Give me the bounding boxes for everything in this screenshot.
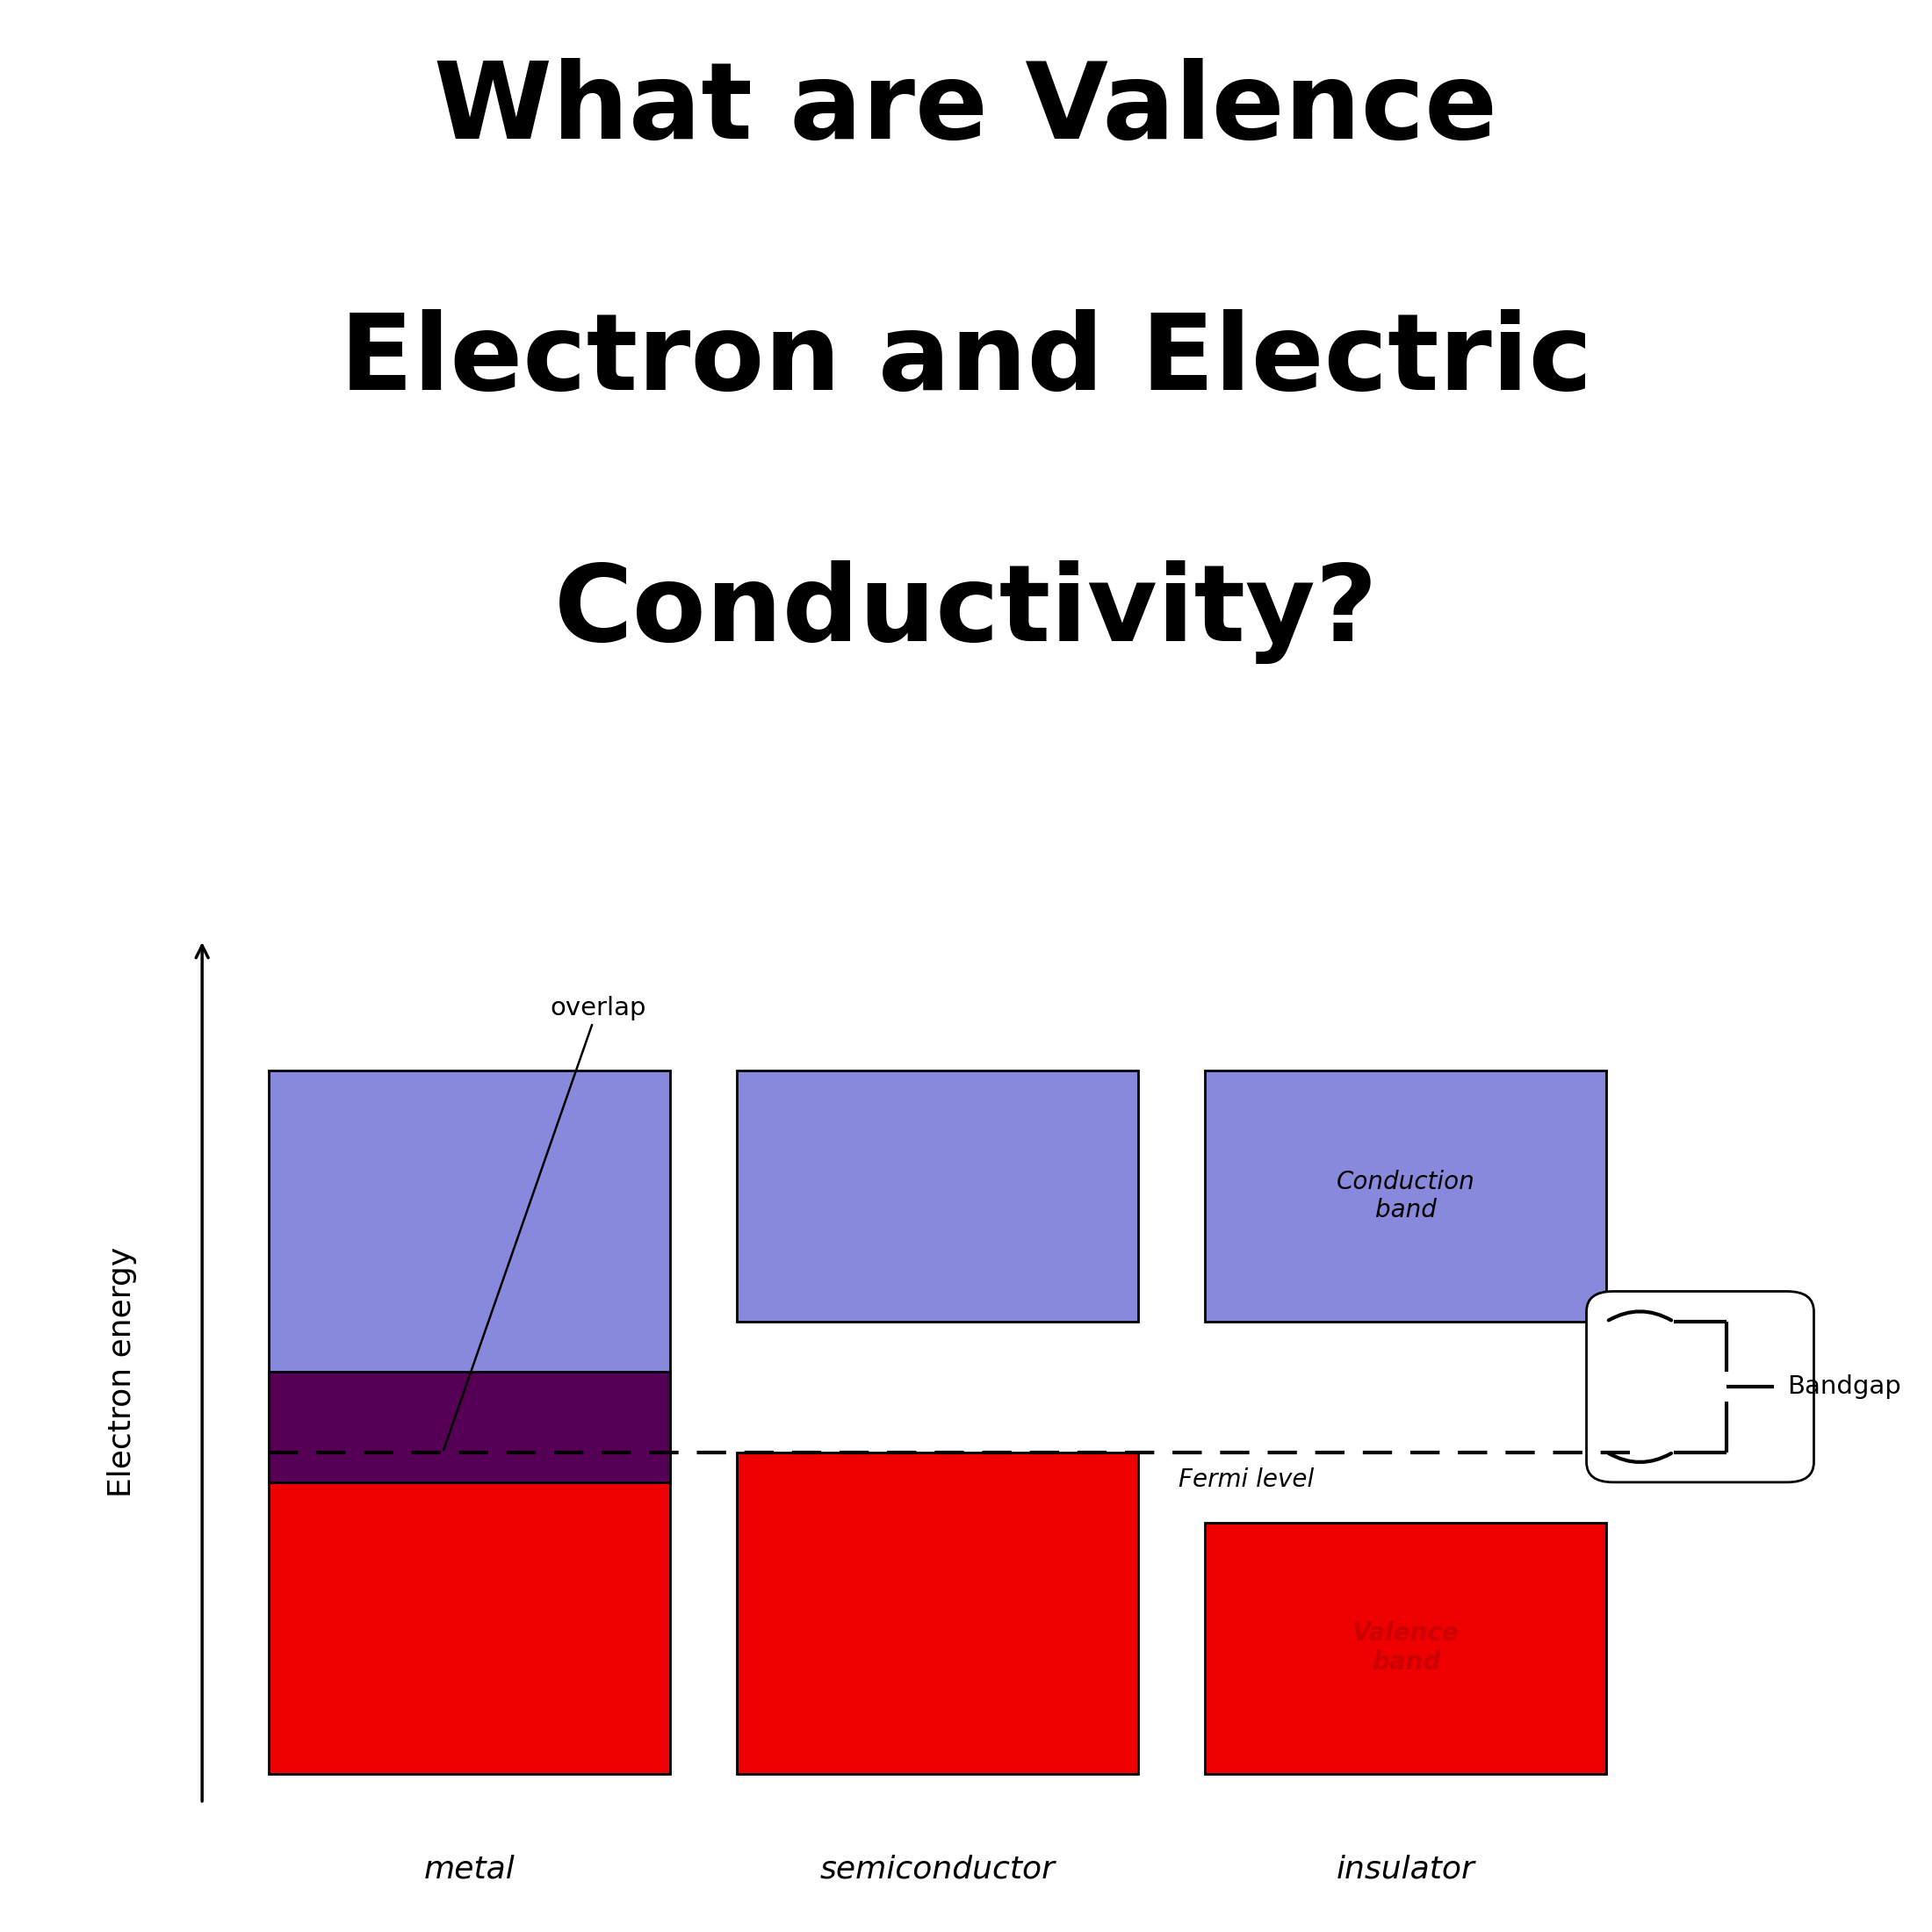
Bar bbox=[738, 1453, 1138, 1774]
FancyBboxPatch shape bbox=[1586, 1291, 1814, 1482]
Text: Conductivity?: Conductivity? bbox=[554, 560, 1378, 665]
Bar bbox=[738, 1070, 1138, 1321]
Text: Fermi level: Fermi level bbox=[1179, 1466, 1314, 1492]
Bar bbox=[269, 1070, 670, 1453]
Text: overlap: overlap bbox=[444, 995, 645, 1449]
Bar bbox=[269, 1372, 670, 1482]
Text: Valence
band: Valence band bbox=[1352, 1621, 1459, 1675]
Text: Electron energy: Electron energy bbox=[106, 1246, 137, 1497]
Bar bbox=[1206, 1070, 1607, 1321]
Text: What are Valence: What are Valence bbox=[435, 58, 1497, 160]
Text: Conduction
band: Conduction band bbox=[1337, 1169, 1476, 1223]
Text: Electron and Electric: Electron and Electric bbox=[340, 309, 1592, 412]
Bar bbox=[269, 1453, 670, 1774]
Text: insulator: insulator bbox=[1337, 1855, 1476, 1884]
Text: metal: metal bbox=[423, 1855, 516, 1884]
Text: semiconductor: semiconductor bbox=[819, 1855, 1055, 1884]
Bar bbox=[1206, 1522, 1607, 1774]
Text: Bandgap: Bandgap bbox=[1787, 1374, 1901, 1399]
